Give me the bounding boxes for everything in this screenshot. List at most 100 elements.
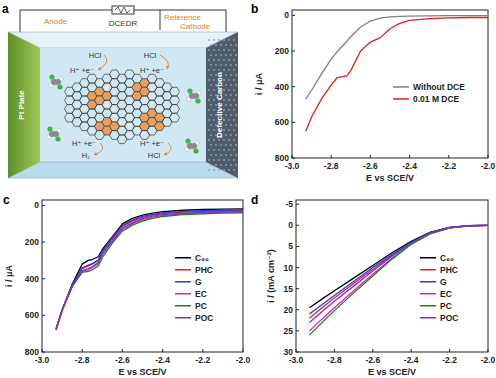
carbon-texture xyxy=(215,154,217,156)
tick xyxy=(122,349,123,352)
legend-swatch xyxy=(420,269,436,271)
tick xyxy=(409,155,410,158)
tick-label: 200 xyxy=(275,46,289,56)
carbon-texture xyxy=(225,104,227,106)
label: H⁺ +e⁻ xyxy=(140,66,164,75)
cell-bottom xyxy=(8,162,238,178)
tick xyxy=(488,349,489,352)
carbon-texture xyxy=(228,49,230,51)
carbon-texture xyxy=(208,39,210,41)
tick-label: 10 xyxy=(284,263,294,273)
legend-swatch xyxy=(175,257,191,259)
carbon-texture xyxy=(223,149,225,151)
carbon-texture xyxy=(233,99,235,101)
series-line xyxy=(56,211,243,330)
atom-cl xyxy=(187,88,192,93)
plot-frame xyxy=(296,200,488,352)
carbon-texture xyxy=(210,124,212,126)
tick xyxy=(162,349,163,352)
legend-label: EC xyxy=(195,289,207,299)
carbon-texture xyxy=(230,164,232,166)
series-line xyxy=(56,210,243,329)
legend-label: POC xyxy=(440,313,458,323)
carbon-texture xyxy=(210,104,212,106)
carbon-texture xyxy=(210,94,212,96)
tick-label: -2.2 xyxy=(195,355,210,365)
tick-label: -2.6 xyxy=(365,355,380,365)
carbon-texture xyxy=(228,129,230,131)
carbon-texture xyxy=(223,49,225,51)
tick-label: -2.4 xyxy=(402,161,417,171)
carbon-texture xyxy=(233,59,235,61)
label: HCl xyxy=(89,51,102,60)
carbon-texture xyxy=(208,89,210,91)
carbon-texture xyxy=(233,159,235,161)
tick xyxy=(296,309,299,310)
tick-label: -2.6 xyxy=(363,161,378,171)
carbon-texture xyxy=(223,69,225,71)
carbon-texture xyxy=(235,74,237,76)
tick xyxy=(292,51,295,52)
carbon-texture xyxy=(235,94,237,96)
tick-label: 0 xyxy=(34,200,39,210)
legend-swatch xyxy=(420,257,436,259)
carbon-texture xyxy=(208,139,210,141)
legend-swatch xyxy=(420,305,436,307)
carbon-texture xyxy=(213,39,215,41)
hexagon xyxy=(170,87,180,96)
diagram: Pt PlateDefective CarbonAnodeDCEDRRefere… xyxy=(8,6,238,178)
data-layer xyxy=(306,16,488,132)
tick-label: 600 xyxy=(25,310,39,320)
plot-frame xyxy=(42,200,243,352)
carbon-texture xyxy=(230,144,232,146)
tick-label: 200 xyxy=(25,237,39,247)
carbon-texture xyxy=(225,64,227,66)
carbon-texture xyxy=(210,54,212,56)
atom-cl xyxy=(55,136,60,141)
carbon-texture xyxy=(210,154,212,156)
carbon-texture xyxy=(215,164,217,166)
carbon-texture xyxy=(235,144,237,146)
carbon-texture xyxy=(228,159,230,161)
legend-label: PHC xyxy=(195,265,213,275)
carbon-texture xyxy=(235,114,237,116)
legend-swatch xyxy=(393,98,409,100)
graphene-sheet xyxy=(65,70,180,144)
carbon-texture xyxy=(218,139,220,141)
tick xyxy=(296,225,299,226)
carbon-texture xyxy=(230,74,232,76)
tick-label: 600 xyxy=(275,117,289,127)
label: Defective Carbon xyxy=(215,72,224,138)
legend-label: C₆₀ xyxy=(440,253,454,263)
tick xyxy=(202,349,203,352)
hexagon xyxy=(170,113,180,122)
tick xyxy=(42,315,45,316)
tick xyxy=(411,349,412,352)
carbon-texture xyxy=(210,114,212,116)
carbon-texture xyxy=(225,74,227,76)
carbon-texture xyxy=(225,154,227,156)
atom-cl xyxy=(193,148,198,153)
arrow-head xyxy=(164,152,168,155)
data-layer xyxy=(56,209,243,330)
carbon-texture xyxy=(233,39,235,41)
tick xyxy=(372,349,373,352)
tick xyxy=(292,15,295,16)
tick xyxy=(296,288,299,289)
carbon-texture xyxy=(210,144,212,146)
tick-label: -2.4 xyxy=(404,355,419,365)
power-symbol xyxy=(115,7,130,13)
panel-label: c xyxy=(3,193,10,207)
chart: -3.0-2.8-2.6-2.4-2.2-2.00200400600800E v… xyxy=(254,10,496,183)
legend-swatch xyxy=(175,269,191,271)
carbon-texture xyxy=(235,84,237,86)
tick-label: 800 xyxy=(25,347,39,357)
arrow xyxy=(94,143,103,155)
tick-label: 800 xyxy=(275,153,289,163)
carbon-texture xyxy=(220,54,222,56)
tick xyxy=(292,122,295,123)
carbon-texture xyxy=(208,59,210,61)
carbon-texture xyxy=(233,79,235,81)
carbon-texture xyxy=(220,44,222,46)
carbon-texture xyxy=(223,59,225,61)
